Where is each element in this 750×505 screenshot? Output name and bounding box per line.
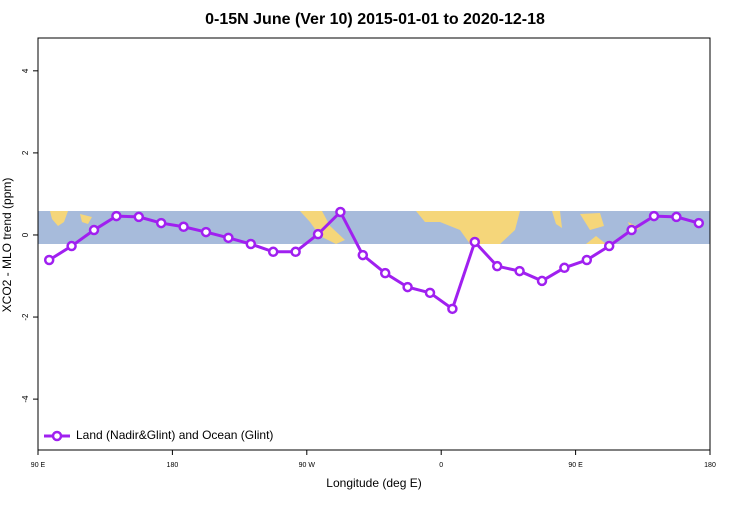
x-tick-label: 90 E	[31, 462, 46, 469]
data-point	[223, 232, 234, 244]
x-tick-label: 0	[439, 462, 443, 469]
y-tick-label: -2	[21, 313, 30, 321]
data-point	[43, 254, 55, 266]
data-point	[267, 246, 279, 258]
data-point	[626, 224, 637, 236]
data-point	[111, 210, 122, 222]
data-point	[402, 281, 413, 293]
legend-label: Land (Nadir&Glint) and Ocean (Glint)	[76, 428, 273, 442]
data-point	[335, 206, 346, 218]
data-point	[245, 238, 257, 250]
data-point	[155, 217, 167, 229]
chart-title: 0-15N June (Ver 10) 2015-01-01 to 2020-1…	[205, 11, 545, 28]
x-tick-label: 180	[167, 462, 179, 469]
data-point	[88, 224, 100, 236]
x-axis-label: Longitude (deg E)	[326, 476, 421, 490]
data-point	[536, 275, 548, 287]
data-point	[603, 240, 615, 252]
data-point	[66, 240, 77, 252]
data-point	[357, 249, 369, 261]
data-point	[491, 260, 503, 272]
y-axis-label: XCO2 - MLO trend (ppm)	[0, 178, 14, 313]
data-point	[178, 221, 189, 233]
map-background	[38, 211, 710, 244]
data-point	[379, 267, 391, 279]
data-point	[424, 287, 436, 299]
data-point	[447, 303, 458, 315]
legend-marker	[51, 430, 63, 442]
data-point	[312, 228, 324, 240]
y-tick-label: 0	[21, 232, 30, 237]
x-tick-label: 90 E	[568, 462, 583, 469]
x-tick-label: 90 W	[299, 462, 316, 469]
data-point	[133, 211, 145, 223]
data-point	[559, 262, 570, 274]
data-point	[469, 236, 481, 248]
data-point	[290, 246, 301, 258]
data-point	[648, 210, 660, 222]
y-tick-label: -4	[21, 395, 30, 403]
plot-frame	[37, 37, 711, 451]
data-point	[514, 265, 525, 277]
y-tick-label: 4	[21, 68, 30, 73]
data-point	[200, 226, 212, 238]
data-point	[671, 211, 682, 223]
data-point	[581, 254, 593, 266]
x-tick-label: 180	[704, 462, 716, 469]
y-tick-label: 2	[21, 150, 30, 155]
data-point	[693, 217, 705, 229]
